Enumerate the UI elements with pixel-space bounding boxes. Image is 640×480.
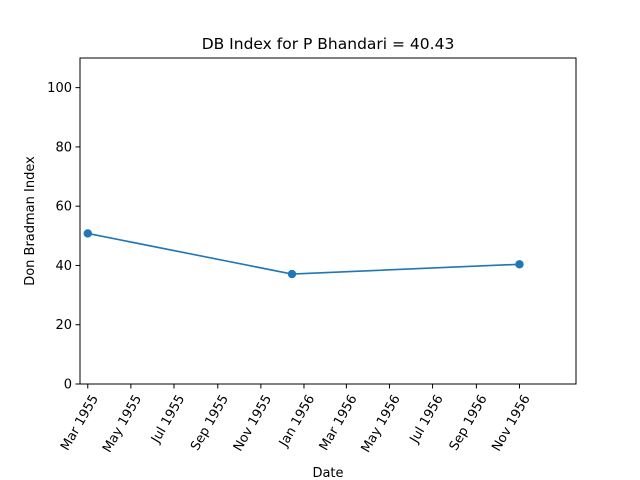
x-tick-label: Sep 1955 (188, 392, 232, 453)
x-axis-title: Date (312, 466, 343, 480)
plot-frame (79, 57, 577, 385)
x-tick-label: Mar 1955 (58, 392, 102, 453)
x-tick-label: Mar 1956 (317, 392, 361, 453)
x-tick-label: Jan 1956 (276, 392, 318, 450)
y-tick-label: 80 (55, 140, 72, 155)
y-tick-label: 100 (47, 81, 72, 96)
plot-area (79, 57, 577, 385)
x-tick-label: Nov 1956 (489, 392, 533, 454)
chart-title: DB Index for P Bhandari = 40.43 (202, 35, 455, 53)
x-tick-label: Sep 1956 (447, 392, 491, 453)
x-tick-label: May 1955 (100, 392, 145, 455)
series-layer (83, 229, 524, 279)
y-tick-label: 20 (55, 318, 72, 333)
y-tick-label: 60 (55, 200, 72, 215)
x-tick-label: Jul 1955 (148, 392, 188, 446)
x-tick-label: May 1956 (359, 392, 404, 455)
y-tick-label: 40 (55, 259, 72, 274)
series-line (87, 232, 520, 275)
data-point (83, 229, 92, 238)
x-tick-label: Jul 1956 (407, 392, 447, 446)
y-axis: 0 20 40 60 80 100 (47, 81, 80, 393)
y-axis-title: Don Bradman Index (23, 156, 38, 286)
data-point (515, 260, 524, 269)
data-point (287, 269, 297, 279)
x-tick-label: Nov 1955 (231, 392, 275, 454)
y-tick-label: 0 (64, 378, 72, 393)
